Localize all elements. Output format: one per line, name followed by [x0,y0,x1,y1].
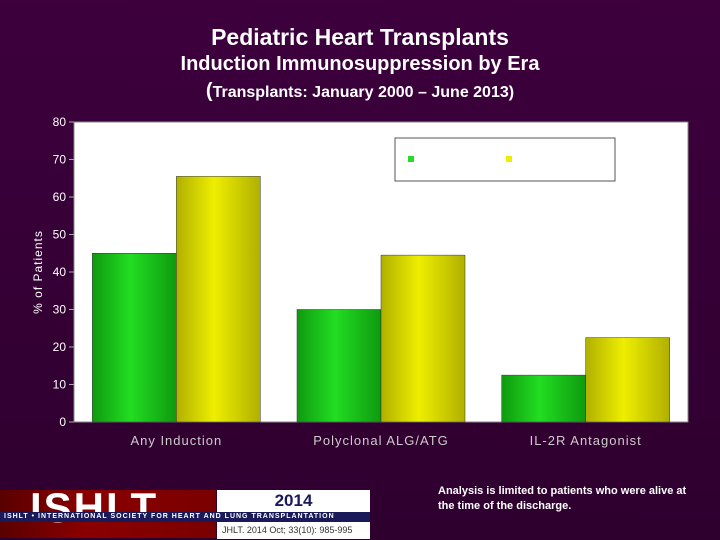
bar-il-2r-antagonist-series-1 [501,374,586,423]
x-tick-label: IL-2R Antagonist [530,433,642,448]
y-axis: 0 10 20 30 40 50 60 70 80 [53,115,74,429]
legend [394,137,616,182]
y-tick-label: 0 [59,415,66,429]
y-tick-label: 80 [53,115,67,129]
era-text: Transplants: January 2000 – June 2013) [212,84,515,101]
x-tick-label: Any Induction [130,433,222,448]
x-axis: Any Induction Polyclonal ALG/ATG IL-2R Ant… [130,433,642,448]
report-year: 2014 [217,490,370,512]
y-tick-label: 70 [53,153,67,167]
legend-swatch-era-1 [408,156,414,162]
bars-group [92,176,670,423]
legend-swatch-era-2 [506,156,512,162]
ishlt-logo: ISHLT [30,484,159,531]
y-tick-label: 10 [53,378,67,392]
bar-il-2r-antagonist-series-2 [585,337,670,423]
y-tick-label: 20 [53,340,67,354]
y-axis-label: % of Patients [31,230,45,314]
bar-polyclonal-alg-atg-series-2 [380,254,466,423]
bar-any-induction-series-2 [176,176,261,423]
x-tick-label: Polyclonal ALG/ATG [313,433,449,448]
chart-title: Pediatric Heart Transplants [211,24,509,50]
era-paren: ( [205,80,213,102]
bar-polyclonal-alg-atg-series-1 [296,309,382,423]
bar-any-induction-series-1 [92,253,177,423]
legend-box [394,137,616,182]
citation: JHLT. 2014 Oct; 33(10): 985-995 [217,522,370,539]
y-tick-label: 30 [53,303,67,317]
footnote: Analysis is limited to patients who were… [438,485,687,512]
y-tick-label: 50 [53,228,67,242]
y-tick-label: 40 [53,265,67,279]
y-tick-label: 60 [53,190,67,204]
significance-note: All pair-wise comparisons between eras w… [325,198,584,228]
society-name: ISHLT • INTERNATIONAL SOCIETY FOR HEART … [0,512,370,522]
chart-era: (Transplants: January 2000 – June 2013) [0,80,720,103]
chart-subtitle: Induction Immunosuppression by Era [180,53,540,75]
